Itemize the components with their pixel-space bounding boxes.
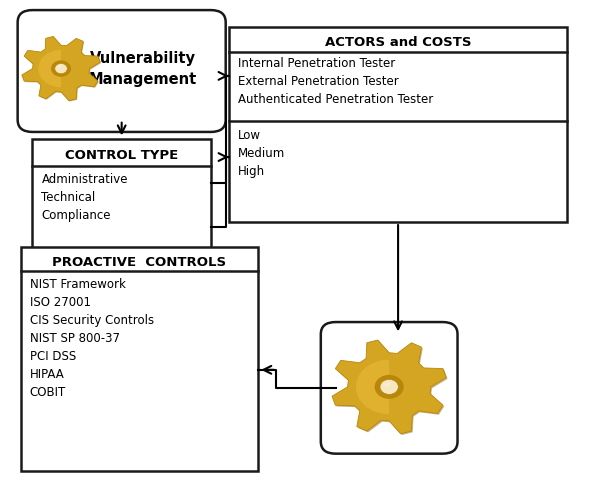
Polygon shape bbox=[356, 359, 389, 414]
Text: CONTROL TYPE: CONTROL TYPE bbox=[65, 149, 178, 162]
Polygon shape bbox=[333, 341, 448, 435]
Text: Administrative
Technical
Compliance: Administrative Technical Compliance bbox=[41, 174, 128, 222]
Polygon shape bbox=[38, 50, 61, 87]
Circle shape bbox=[380, 380, 398, 394]
FancyBboxPatch shape bbox=[20, 246, 259, 471]
FancyBboxPatch shape bbox=[321, 322, 458, 454]
Circle shape bbox=[384, 382, 390, 387]
Text: PROACTIVE  CONTROLS: PROACTIVE CONTROLS bbox=[52, 255, 227, 269]
Text: Internal Penetration Tester
External Penetration Tester
Authenticated Penetratio: Internal Penetration Tester External Pen… bbox=[238, 57, 433, 106]
Polygon shape bbox=[23, 37, 101, 102]
FancyBboxPatch shape bbox=[229, 27, 568, 222]
Text: Vulnerability
Management: Vulnerability Management bbox=[88, 51, 197, 87]
Circle shape bbox=[58, 65, 62, 69]
Polygon shape bbox=[332, 340, 446, 434]
Circle shape bbox=[374, 375, 404, 399]
Text: ACTORS and COSTS: ACTORS and COSTS bbox=[325, 36, 472, 49]
Text: Low
Medium
High: Low Medium High bbox=[238, 129, 285, 177]
FancyBboxPatch shape bbox=[32, 139, 211, 276]
Circle shape bbox=[51, 61, 71, 77]
Circle shape bbox=[55, 64, 67, 74]
Polygon shape bbox=[22, 36, 100, 101]
Text: NIST Framework
ISO 27001
CIS Security Controls
NIST SP 800-37
PCI DSS
HIPAA
COBI: NIST Framework ISO 27001 CIS Security Co… bbox=[29, 278, 154, 399]
FancyBboxPatch shape bbox=[17, 10, 226, 132]
